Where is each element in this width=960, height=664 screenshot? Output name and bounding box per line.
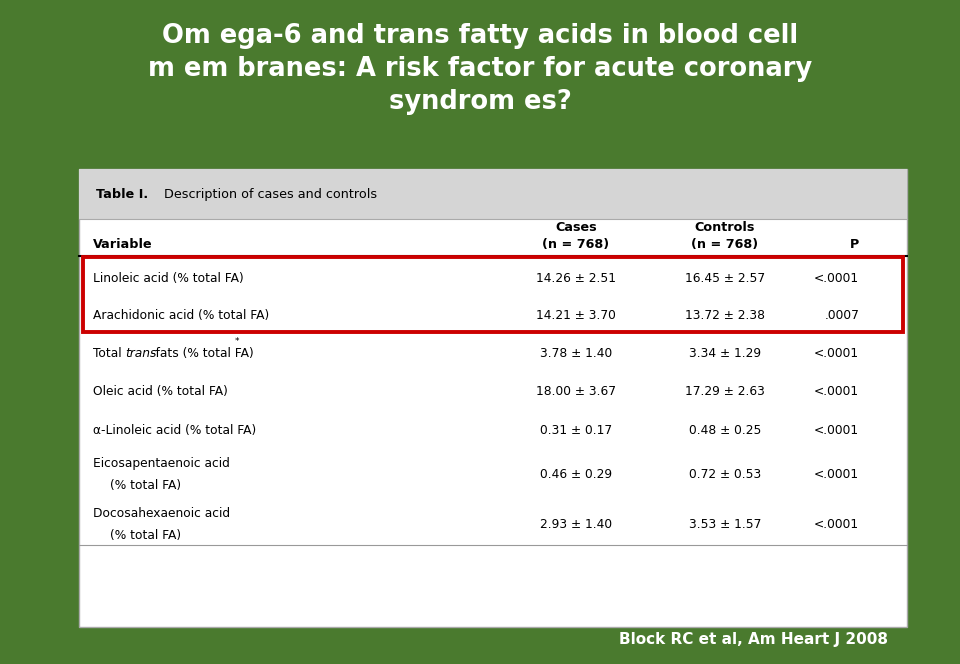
Text: Description of cases and controls: Description of cases and controls bbox=[156, 188, 376, 201]
Text: 3.34 ± 1.29: 3.34 ± 1.29 bbox=[688, 347, 761, 360]
Text: 18.00 ± 3.67: 18.00 ± 3.67 bbox=[536, 385, 616, 398]
Text: Controls: Controls bbox=[695, 220, 755, 234]
Text: P: P bbox=[850, 238, 859, 251]
Text: 17.29 ± 2.63: 17.29 ± 2.63 bbox=[684, 385, 765, 398]
Text: Om ega-6 and trans fatty acids in blood cell
m em branes: A risk factor for acut: Om ega-6 and trans fatty acids in blood … bbox=[148, 23, 812, 116]
Text: (% total FA): (% total FA) bbox=[110, 479, 181, 492]
Text: Eicosapentaenoic acid: Eicosapentaenoic acid bbox=[93, 457, 230, 470]
FancyBboxPatch shape bbox=[79, 169, 907, 627]
Text: .0007: .0007 bbox=[825, 309, 859, 322]
Text: Arachidonic acid (% total FA): Arachidonic acid (% total FA) bbox=[93, 309, 270, 322]
Text: -fats (% total FA): -fats (% total FA) bbox=[151, 347, 253, 360]
Text: 3.53 ± 1.57: 3.53 ± 1.57 bbox=[688, 518, 761, 531]
Text: (n = 768): (n = 768) bbox=[542, 238, 610, 251]
Text: 14.21 ± 3.70: 14.21 ± 3.70 bbox=[536, 309, 616, 322]
Text: Total: Total bbox=[93, 347, 126, 360]
Text: 0.72 ± 0.53: 0.72 ± 0.53 bbox=[688, 468, 761, 481]
FancyBboxPatch shape bbox=[79, 169, 907, 219]
Text: <.0001: <.0001 bbox=[814, 518, 859, 531]
Text: *: * bbox=[235, 337, 240, 346]
Text: 0.46 ± 0.29: 0.46 ± 0.29 bbox=[540, 468, 612, 481]
Text: Cases: Cases bbox=[555, 220, 597, 234]
Text: <.0001: <.0001 bbox=[814, 424, 859, 437]
Text: <.0001: <.0001 bbox=[814, 468, 859, 481]
Text: Oleic acid (% total FA): Oleic acid (% total FA) bbox=[93, 385, 228, 398]
Text: 16.45 ± 2.57: 16.45 ± 2.57 bbox=[684, 272, 765, 285]
Text: <.0001: <.0001 bbox=[814, 385, 859, 398]
Text: α-Linoleic acid (% total FA): α-Linoleic acid (% total FA) bbox=[93, 424, 256, 437]
Text: Table I.: Table I. bbox=[96, 188, 148, 201]
Text: 3.78 ± 1.40: 3.78 ± 1.40 bbox=[540, 347, 612, 360]
Text: trans: trans bbox=[125, 347, 156, 360]
Text: 0.48 ± 0.25: 0.48 ± 0.25 bbox=[688, 424, 761, 437]
Text: 14.26 ± 2.51: 14.26 ± 2.51 bbox=[536, 272, 616, 285]
Text: (% total FA): (% total FA) bbox=[110, 529, 181, 542]
Text: Block RC et al, Am Heart J 2008: Block RC et al, Am Heart J 2008 bbox=[619, 632, 888, 647]
Text: (n = 768): (n = 768) bbox=[691, 238, 758, 251]
Text: 2.93 ± 1.40: 2.93 ± 1.40 bbox=[540, 518, 612, 531]
Text: Docosahexaenoic acid: Docosahexaenoic acid bbox=[93, 507, 230, 520]
Text: 0.31 ± 0.17: 0.31 ± 0.17 bbox=[540, 424, 612, 437]
Text: <.0001: <.0001 bbox=[814, 272, 859, 285]
Text: <.0001: <.0001 bbox=[814, 347, 859, 360]
Text: Linoleic acid (% total FA): Linoleic acid (% total FA) bbox=[93, 272, 244, 285]
Text: Variable: Variable bbox=[93, 238, 153, 251]
Text: 13.72 ± 2.38: 13.72 ± 2.38 bbox=[684, 309, 765, 322]
